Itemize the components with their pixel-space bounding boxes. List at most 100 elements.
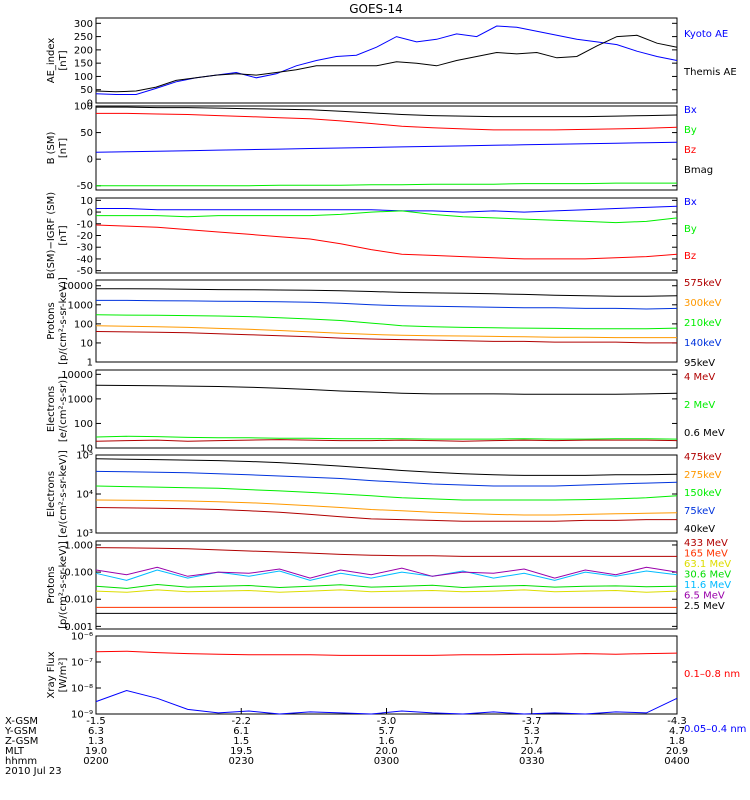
y-axis-label: B(SM)−IGRF (SM): [46, 192, 57, 279]
legend-entry: 275keV: [684, 470, 722, 481]
x-tick-value: 0230: [229, 756, 254, 767]
y-axis-label: Protons: [46, 566, 57, 603]
series-line-4-2: [95, 325, 677, 339]
legend-entry: 6.5 MeV: [684, 591, 725, 602]
series-line-2-3: [96, 112, 678, 131]
series-line-7-5: [95, 569, 678, 581]
y-tick-label: -50: [77, 181, 93, 192]
y-tick-label: 10⁻⁶: [71, 632, 93, 643]
y-tick-label: 0: [87, 208, 93, 219]
legend-entry: 433 MeV: [684, 538, 728, 549]
y-axis-unit: [nT]: [58, 138, 69, 158]
series-line-6-2: [95, 499, 678, 516]
legend-entry: 165 MeV: [684, 549, 728, 560]
series-line-6-5: [95, 458, 678, 476]
x-tick-value: 4.7: [669, 726, 685, 737]
x-tick-value: -3.7: [522, 716, 542, 727]
y-axis-label: Electrons: [46, 386, 57, 432]
y-tick-label: 100: [74, 319, 93, 330]
y-tick-label: 10⁵: [76, 451, 93, 462]
legend-entry: Bz: [684, 145, 696, 156]
y-tick-label: 300: [74, 19, 93, 30]
y-tick-label: 1000: [68, 300, 93, 311]
x-tick-value: 19.5: [230, 746, 252, 757]
legend-entry: Bx: [684, 197, 697, 208]
legend-entry: By: [684, 125, 697, 136]
x-tick-value: -2.2: [231, 716, 251, 727]
x-tick-value: 20.4: [521, 746, 543, 757]
y-axis-unit: [p/(cm²-s-sr-keV)]: [58, 541, 69, 629]
series-line-7-1: [95, 547, 677, 557]
legend-entry: 575keV: [684, 278, 722, 289]
legend-entry: Bmag: [684, 165, 713, 176]
panel-frame: [95, 17, 678, 104]
series-line-4-4: [96, 299, 678, 310]
y-tick-label: 10⁻⁷: [71, 658, 93, 669]
legend-entry: 0.05–0.4 nm: [684, 724, 746, 735]
x-tick-value: 0300: [374, 756, 399, 767]
x-row-label: Z-GSM: [5, 736, 38, 747]
y-tick-label: 0: [87, 155, 93, 166]
legend-entry: 95keV: [684, 358, 715, 369]
panel-frame: [95, 279, 678, 363]
series-line-7-4: [95, 583, 678, 589]
y-axis-unit: [nT]: [58, 50, 69, 70]
y-tick-label: 100: [74, 102, 93, 113]
y-tick-label: 100: [74, 419, 93, 430]
series-line-2-4: [96, 106, 678, 118]
panel-2: -50 0 50 100 B (SM) [nT] Bx By Bz Bmag: [46, 102, 713, 193]
series-line-8-1: [95, 650, 678, 656]
y-tick-label: 250: [74, 32, 93, 43]
series-line-6-3: [95, 485, 678, 501]
y-tick-label: -10: [77, 219, 93, 230]
panel-frame: [95, 454, 678, 534]
x-tick-value: 0330: [519, 756, 544, 767]
series-line-5-3: [95, 384, 678, 395]
x-tick-value: 1.3: [88, 736, 104, 747]
panel-frame: [95, 369, 678, 449]
series-line-2-1: [95, 141, 678, 153]
legend-entry: 30.6 MeV: [684, 570, 731, 581]
legend-entry: 150keV: [684, 488, 722, 499]
figure-title: GOES-14: [349, 2, 403, 16]
y-tick-label: 1.000: [64, 540, 93, 551]
legend-entry: 75keV: [684, 506, 715, 517]
legend-entry: 0.6 MeV: [684, 428, 725, 439]
legend-entry: 0.1–0.8 nm: [684, 669, 740, 680]
x-tick-value: 20.9: [666, 746, 688, 757]
x-row-label: hhmm: [5, 756, 37, 767]
y-tick-label: 1000: [68, 394, 93, 405]
y-tick-label: 0: [87, 99, 93, 110]
y-axis-label: Xray Flux: [46, 651, 57, 698]
x-tick-value: 0400: [664, 756, 689, 767]
x-tick-value: 1.7: [524, 736, 540, 747]
legend-entry: 475keV: [684, 452, 722, 463]
x-row-label: X-GSM: [5, 716, 38, 727]
y-tick-label: 50: [80, 85, 93, 96]
y-axis-label: Protons: [46, 302, 57, 339]
series-line-6-4: [95, 470, 678, 487]
legend-entry: 4 MeV: [684, 372, 715, 383]
y-axis-unit: [e/(cm²-s-sr)]: [58, 376, 69, 442]
series-line-3-2: [96, 210, 678, 224]
x-tick-value: -1.5: [86, 716, 106, 727]
y-tick-label: 0.100: [64, 568, 93, 579]
y-tick-label: 50: [80, 128, 93, 139]
y-tick-label: 10000: [61, 281, 93, 292]
y-tick-label: 10⁴: [76, 490, 93, 501]
y-axis-label: Electrons: [46, 471, 57, 517]
y-tick-label: 0.010: [64, 595, 93, 606]
series-line-3-3: [95, 224, 678, 260]
x-row-label: MLT: [5, 746, 25, 757]
series-line-1-1: [95, 25, 678, 95]
series-line-6-1: [95, 507, 677, 522]
y-axis-unit: [nT]: [58, 225, 69, 245]
x-tick-value: 6.1: [233, 726, 249, 737]
x-tick-value: 0200: [83, 756, 108, 767]
series-line-4-5: [96, 288, 678, 297]
legend-entry: By: [684, 224, 697, 235]
series-line-5-2: [95, 435, 678, 440]
y-axis-unit: [W/m²]: [58, 657, 69, 692]
